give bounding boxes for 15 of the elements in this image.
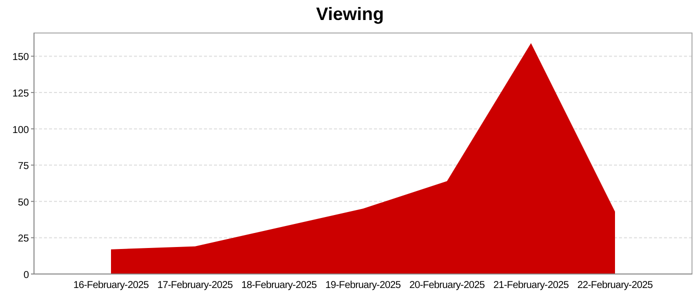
y-tick-label: 125: [12, 88, 30, 100]
y-tick-label: 75: [18, 161, 30, 172]
x-tick-label: 19-February-2025: [325, 280, 402, 291]
x-tick-label: 22-February-2025: [577, 280, 654, 291]
chart-title: Viewing: [316, 4, 384, 24]
x-tick-label: 17-February-2025: [157, 280, 234, 291]
y-tick-label: 50: [18, 197, 30, 208]
y-tick-label: 0: [23, 270, 30, 281]
y-tick-label: 150: [12, 52, 30, 64]
x-tick-label: 20-February-2025: [409, 280, 486, 291]
y-tick-label: 25: [18, 234, 30, 245]
x-tick-label: 16-February-2025: [73, 280, 150, 291]
x-tick-label: 18-February-2025: [241, 280, 318, 291]
y-tick-label: 100: [12, 124, 30, 136]
x-tick-label: 21-February-2025: [493, 280, 570, 291]
